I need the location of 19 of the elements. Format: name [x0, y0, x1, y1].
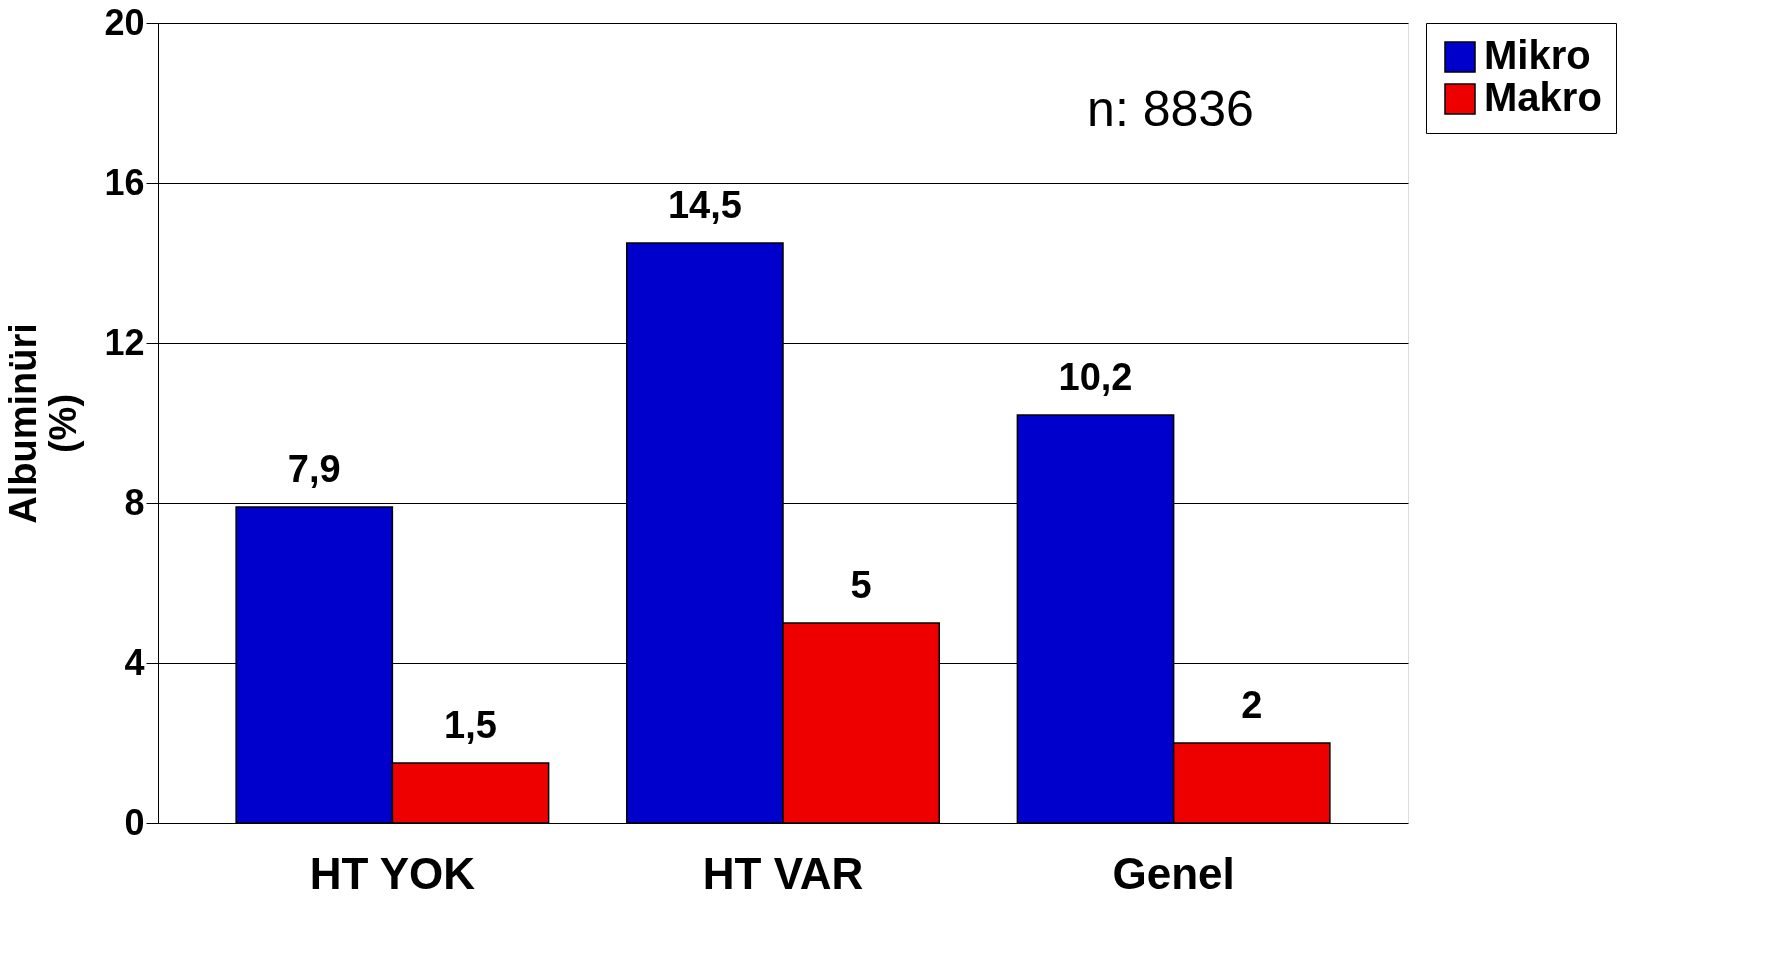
- annotation: n: 8836: [1087, 81, 1254, 137]
- y-tick-label: 20: [104, 1, 145, 43]
- y-tick-label: 4: [124, 641, 145, 683]
- data-label: 7,9: [287, 448, 341, 490]
- y-tick-label: 16: [104, 161, 145, 203]
- x-tick-label: HT VAR: [702, 848, 864, 898]
- data-label: 5: [850, 564, 872, 606]
- y-tick-label: 8: [124, 481, 145, 523]
- y-tick-label: 0: [124, 801, 145, 843]
- data-label: 2: [1241, 684, 1263, 726]
- data-label: 1,5: [444, 704, 497, 746]
- y-tick-label: 12: [104, 321, 145, 363]
- x-tick-label: Genel: [1112, 848, 1235, 898]
- legend-label: Mikro: [1484, 33, 1591, 77]
- y-axis-title: Albuminüri (%): [2, 323, 85, 524]
- x-tick-label: HT YOK: [309, 848, 476, 898]
- legend-label: Makro: [1484, 75, 1602, 119]
- data-label: 14,5: [667, 184, 742, 226]
- data-label: 10,2: [1058, 356, 1133, 398]
